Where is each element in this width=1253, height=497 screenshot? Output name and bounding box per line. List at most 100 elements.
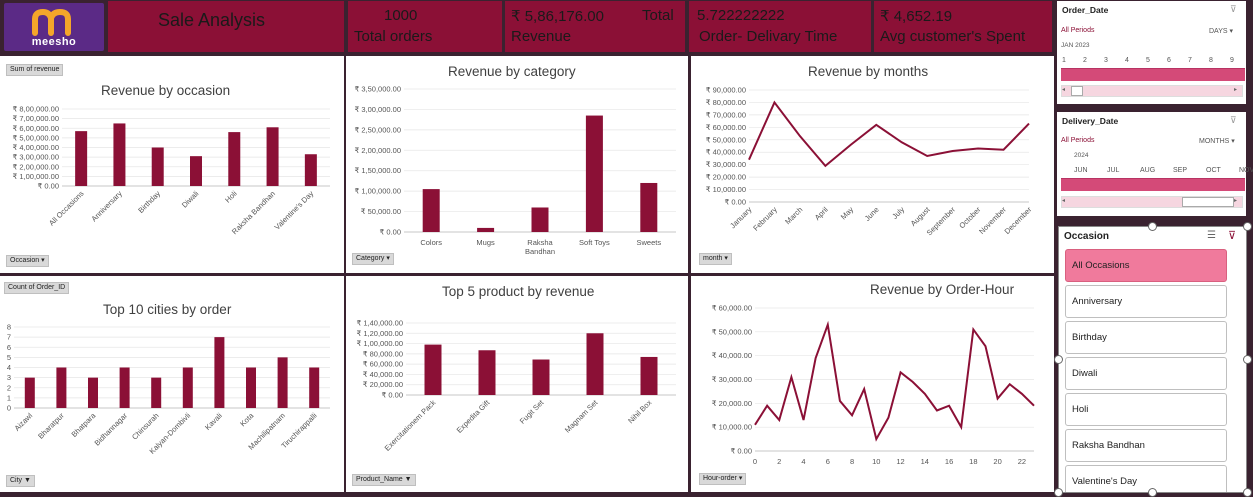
resize-handle[interactable]: [1148, 222, 1157, 231]
chevron-down-icon: ▾: [1231, 138, 1235, 145]
timeline-bar[interactable]: [1061, 178, 1245, 191]
filter-label: Hour-order: [703, 475, 737, 482]
filter-icon: ▼: [404, 476, 412, 483]
y-tick-label: 2: [7, 383, 11, 392]
y-tick-label: 4: [7, 363, 11, 372]
timeline-scrollbar[interactable]: ◂ ▸: [1061, 196, 1243, 208]
timeline-tick: 4: [1125, 57, 1129, 64]
filter-button[interactable]: month ▾: [699, 253, 732, 265]
x-tick-label: January: [728, 205, 753, 230]
y-tick-label: ₹ 60,000.00: [712, 304, 752, 313]
bar: [640, 356, 658, 395]
x-tick-label: Sweets: [636, 238, 661, 247]
y-tick-label: ₹ 40,000.00: [706, 148, 746, 157]
y-tick-label: ₹ 0.00: [382, 391, 403, 400]
slicer-item[interactable]: All Occasions: [1065, 249, 1227, 282]
timeline-tick: SEP: [1173, 167, 1188, 174]
multi-select-icon[interactable]: ☰: [1207, 230, 1216, 241]
y-tick-label: ₹ 0.00: [725, 198, 746, 207]
x-tick-label: Expedita Gift: [455, 397, 492, 434]
resize-handle[interactable]: [1148, 488, 1157, 497]
y-tick-label: 1: [7, 393, 11, 402]
timeline-tick: 3: [1104, 57, 1108, 64]
dropdown-icon: ▾: [724, 255, 728, 262]
slicer-item[interactable]: Holi: [1065, 393, 1227, 426]
scroll-thumb[interactable]: [1182, 197, 1234, 207]
scroll-thumb[interactable]: [1071, 86, 1083, 96]
resize-handle[interactable]: [1243, 222, 1252, 231]
bar: [640, 182, 658, 232]
resize-handle[interactable]: [1243, 355, 1252, 364]
scroll-right-button[interactable]: ▸: [1234, 87, 1238, 93]
chart-svg: ₹ 0.00 ₹ 20,000.00₹ 40,000.00₹ 60,000.00 ₹…: [357, 319, 676, 453]
x-tick-label: Bharatpur: [36, 411, 66, 441]
page-title: Sale Analysis: [158, 10, 266, 30]
scroll-left-button[interactable]: ◂: [1062, 87, 1066, 93]
bar: [24, 377, 35, 408]
filter-button[interactable]: Category ▾: [352, 253, 394, 265]
dropdown-icon: ▾: [738, 475, 743, 482]
x-tick-label: Nihil Box: [626, 398, 653, 425]
field-button[interactable]: Count of Order_ID: [4, 282, 70, 294]
x-tick-label: Bhatpara: [70, 410, 98, 438]
y-tick-label: ₹ 3,50,000.00: [355, 85, 401, 94]
scroll-right-button[interactable]: ▸: [1234, 198, 1238, 204]
timeline-tick: AUG: [1140, 167, 1156, 174]
kpi-value: ₹ 5,86,176.00: [511, 8, 604, 25]
filter-button[interactable]: Occasion ▾: [6, 255, 49, 267]
clear-filter-icon[interactable]: ⊽: [1230, 4, 1237, 14]
slicer-item[interactable]: Diwali: [1065, 357, 1227, 390]
y-tick-label: ₹ 1,50,000.00: [355, 166, 401, 175]
x-tick-label: 22: [1018, 457, 1026, 466]
slicer-order-date[interactable]: Order_Date ⊽ All Periods DAYS ▾ JAN 2023…: [1057, 1, 1246, 104]
slicer-item[interactable]: Raksha Bandhan: [1065, 429, 1227, 462]
y-tick-label: ₹ 0.00: [38, 182, 59, 191]
y-tick-label: ₹ 70,000.00: [706, 110, 746, 119]
field-button[interactable]: Sum of revenue: [6, 64, 64, 76]
y-tick-label: ₹ 20,000.00: [712, 399, 752, 408]
slicer-occasion[interactable]: Occasion ☰ ⊽ All Occasions Anniversary Bir…: [1058, 226, 1247, 493]
filter-button[interactable]: Hour-order ▾: [699, 473, 747, 485]
x-tick-label: Holi: [223, 189, 239, 205]
slicer-delivery-date[interactable]: Delivery_Date ⊽ All Periods MONTHS ▾ 202…: [1057, 112, 1253, 216]
y-tick-label: ₹ 1,40,000.00: [357, 319, 403, 328]
timeline-tick: JUL: [1107, 167, 1120, 174]
slicer-item[interactable]: Anniversary: [1065, 285, 1227, 318]
resize-handle[interactable]: [1054, 488, 1063, 497]
resize-handle[interactable]: [1054, 355, 1063, 364]
kpi-total-orders: 1000 Total orders: [347, 0, 503, 53]
clear-filter-icon[interactable]: ⊽: [1230, 115, 1237, 125]
filter-button[interactable]: City ▼: [6, 475, 35, 487]
slicer-item[interactable]: Valentine's Day: [1065, 465, 1227, 492]
time-level-dropdown[interactable]: MONTHS ▾: [1199, 137, 1235, 145]
x-tick-label: Exercitationem Pack: [383, 398, 438, 453]
bar: [586, 333, 604, 395]
chart-revenue-by-occasion: Sum of revenue Revenue by occasion ₹ 0.0…: [0, 56, 344, 273]
period-label: All Periods: [1061, 137, 1095, 144]
bar: [56, 367, 67, 408]
x-tick-label: 4: [801, 457, 805, 466]
bar: [531, 207, 549, 232]
x-tick-label: All Occasions: [47, 189, 86, 228]
filter-label: month: [703, 255, 723, 262]
bar: [532, 359, 550, 395]
scroll-left-button[interactable]: ◂: [1062, 198, 1066, 204]
x-tick-label: Birthday: [136, 189, 162, 215]
clear-filter-icon[interactable]: ⊽: [1228, 230, 1237, 242]
bar: [151, 377, 162, 408]
resize-handle[interactable]: [1243, 488, 1252, 497]
slicer-item[interactable]: Birthday: [1065, 321, 1227, 354]
x-tick-label: March: [783, 205, 804, 226]
filter-button[interactable]: Product_Name ▼: [352, 474, 416, 486]
x-tick-label: 6: [826, 457, 830, 466]
y-tick-label: ₹ 8,00,000.00: [13, 105, 59, 114]
timeline-bar[interactable]: [1061, 68, 1245, 81]
y-tick-label: 5: [7, 353, 11, 362]
timeline-tick: NOV: [1239, 167, 1253, 174]
timeline-scrollbar[interactable]: ◂ ▸: [1061, 85, 1243, 97]
time-level-dropdown[interactable]: DAYS ▾: [1209, 27, 1233, 35]
dropdown-icon: ▾: [41, 257, 45, 264]
y-tick-label: 0: [7, 404, 11, 413]
filter-label: Category: [356, 255, 385, 262]
chart-svg: ₹ 0.00 ₹ 10,000.00 ₹ 20,000.00 ₹ 30,000.00 ₹…: [712, 304, 1035, 466]
